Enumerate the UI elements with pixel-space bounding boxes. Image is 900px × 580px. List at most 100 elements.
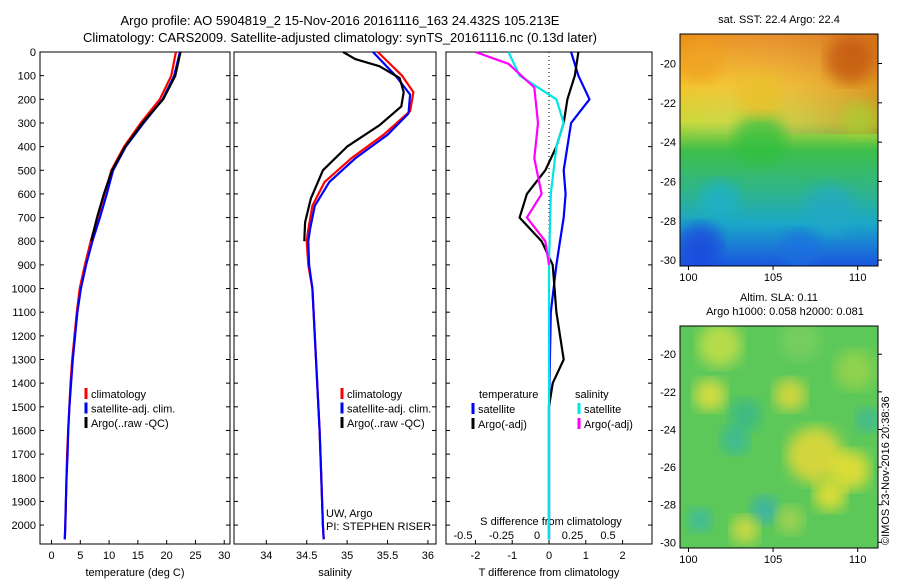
s-tick-label: -0.25 xyxy=(489,530,514,542)
y-tick-label: 1300 xyxy=(12,355,36,367)
x-axis-label: salinity xyxy=(318,567,352,579)
x-tick-label: -2 xyxy=(471,550,481,562)
sst-patch xyxy=(700,180,740,220)
sst-patch xyxy=(734,114,786,166)
series-line xyxy=(303,51,405,242)
sla-patch xyxy=(688,508,712,532)
imos-credit: ©IMOS 23-Nov-2016 20:38:36 xyxy=(880,396,892,545)
x-tick-label: 25 xyxy=(189,550,201,562)
series-line xyxy=(307,51,412,540)
map-y-tick-label: -20 xyxy=(660,349,676,361)
series-line xyxy=(547,51,591,540)
map-y-tick-label: -22 xyxy=(660,98,676,110)
s-tick-label: 0.5 xyxy=(600,530,615,542)
y-tick-label: 1900 xyxy=(12,496,36,508)
x-tick-label: 20 xyxy=(161,550,173,562)
map-x-tick-label: 110 xyxy=(849,272,867,284)
y-tick-label: 100 xyxy=(18,71,36,83)
legend-label: satellite-adj. clim. xyxy=(91,404,175,416)
x-tick-label: 5 xyxy=(77,550,83,562)
sst-map xyxy=(680,34,878,266)
map-y-tick-label: -24 xyxy=(660,424,676,436)
y-tick-label: 1200 xyxy=(12,331,36,343)
map-y-tick-label: -20 xyxy=(660,58,676,70)
legend-label: climatology xyxy=(347,389,403,401)
map-y-tick-label: -24 xyxy=(660,137,676,149)
map-y-tick-label: -30 xyxy=(660,255,676,267)
sla-patch xyxy=(751,496,779,524)
panel-frame xyxy=(39,51,231,545)
x-tick-label: 30 xyxy=(218,550,230,562)
x-axis-label: T difference from climatology xyxy=(479,567,620,579)
y-tick-label: 0 xyxy=(30,47,36,59)
legend-label: Argo(..raw -QC) xyxy=(91,418,169,430)
y-tick-label: 1800 xyxy=(12,473,36,485)
map-x-tick-label: 105 xyxy=(764,554,782,566)
x-tick-label: 36 xyxy=(422,550,434,562)
sst-map-title: sat. SST: 22.4 Argo: 22.4 xyxy=(718,14,840,26)
map-x-tick-label: 110 xyxy=(849,554,867,566)
legend-label: satellite-adj. clim. xyxy=(347,404,431,416)
sst-patch xyxy=(680,223,722,266)
x-tick-label: 10 xyxy=(103,550,115,562)
sla-patch xyxy=(835,350,875,390)
sla-patch xyxy=(731,516,759,544)
map-y-tick-label: -28 xyxy=(660,500,676,512)
sla-map-title2: Argo h1000: 0.058 h2000: 0.081 xyxy=(706,306,864,318)
y-tick-label: 1700 xyxy=(12,449,36,461)
series-line xyxy=(518,51,580,540)
y-tick-label: 2000 xyxy=(12,520,36,532)
x-tick-label: 34.5 xyxy=(296,550,317,562)
y-tick-label: 1000 xyxy=(12,284,36,296)
sla-patch xyxy=(721,426,749,454)
legend-header: salinity xyxy=(575,389,609,401)
sla-map-frame xyxy=(679,325,879,549)
sst-patch xyxy=(680,38,722,82)
y-tick-label: 1600 xyxy=(12,425,36,437)
y-tick-label: 1500 xyxy=(12,402,36,414)
sla-patch xyxy=(774,379,806,411)
map-y-tick-label: -26 xyxy=(660,176,676,188)
map-y-tick-label: -30 xyxy=(660,537,676,549)
sst-patch xyxy=(826,36,874,84)
y-tick-label: 700 xyxy=(18,213,36,225)
map-y-tick-label: -22 xyxy=(660,387,676,399)
map-y-tick-label: -28 xyxy=(660,216,676,228)
sst-map-frame xyxy=(679,33,879,267)
x-tick-label: 0 xyxy=(546,550,552,562)
s-axis-label: S difference from climatology xyxy=(480,516,622,528)
x-tick-label: 1 xyxy=(583,550,589,562)
sla-patch xyxy=(830,450,870,490)
legend-label: Argo(-adj) xyxy=(584,419,633,431)
x-tick-label: 35.5 xyxy=(377,550,398,562)
y-tick-label: 1400 xyxy=(12,378,36,390)
panel-2: 34 34.5 35 35.5 36 salinity climatology satelli… xyxy=(233,51,437,579)
legend-label: climatology xyxy=(91,389,147,401)
plot-title-line1: Argo profile: AO 5904819_2 15-Nov-2016 2… xyxy=(120,13,560,28)
map-x-tick-label: 100 xyxy=(679,272,697,284)
sla-patch xyxy=(729,399,761,431)
sla-patch xyxy=(814,479,846,511)
sst-patch xyxy=(804,184,856,236)
y-tick-label: 600 xyxy=(18,189,36,201)
panel-1: 0100200300400500600700800900100011001200… xyxy=(12,47,231,579)
s-tick-label: -0.5 xyxy=(454,530,473,542)
series-line xyxy=(90,51,182,242)
plot-title-line2: Climatology: CARS2009. Satellite-adjuste… xyxy=(82,30,597,45)
y-tick-label: 1100 xyxy=(12,307,36,319)
legend-label: Argo(-adj) xyxy=(478,419,527,431)
sla-map-title1: Altim. SLA: 0.11 xyxy=(739,292,819,304)
series-line xyxy=(475,50,551,266)
panel-3: -2 -1 0 1 2T difference from climatology -0.5… xyxy=(445,50,653,579)
panel-frame xyxy=(233,51,437,545)
sst-patch xyxy=(842,102,878,138)
y-tick-label: 500 xyxy=(18,165,36,177)
sst-patch xyxy=(780,230,820,266)
map-x-tick-label: 105 xyxy=(764,272,782,284)
x-tick-label: 35 xyxy=(341,550,353,562)
sla-patch xyxy=(787,427,843,483)
map-x-tick-label: 100 xyxy=(679,554,697,566)
